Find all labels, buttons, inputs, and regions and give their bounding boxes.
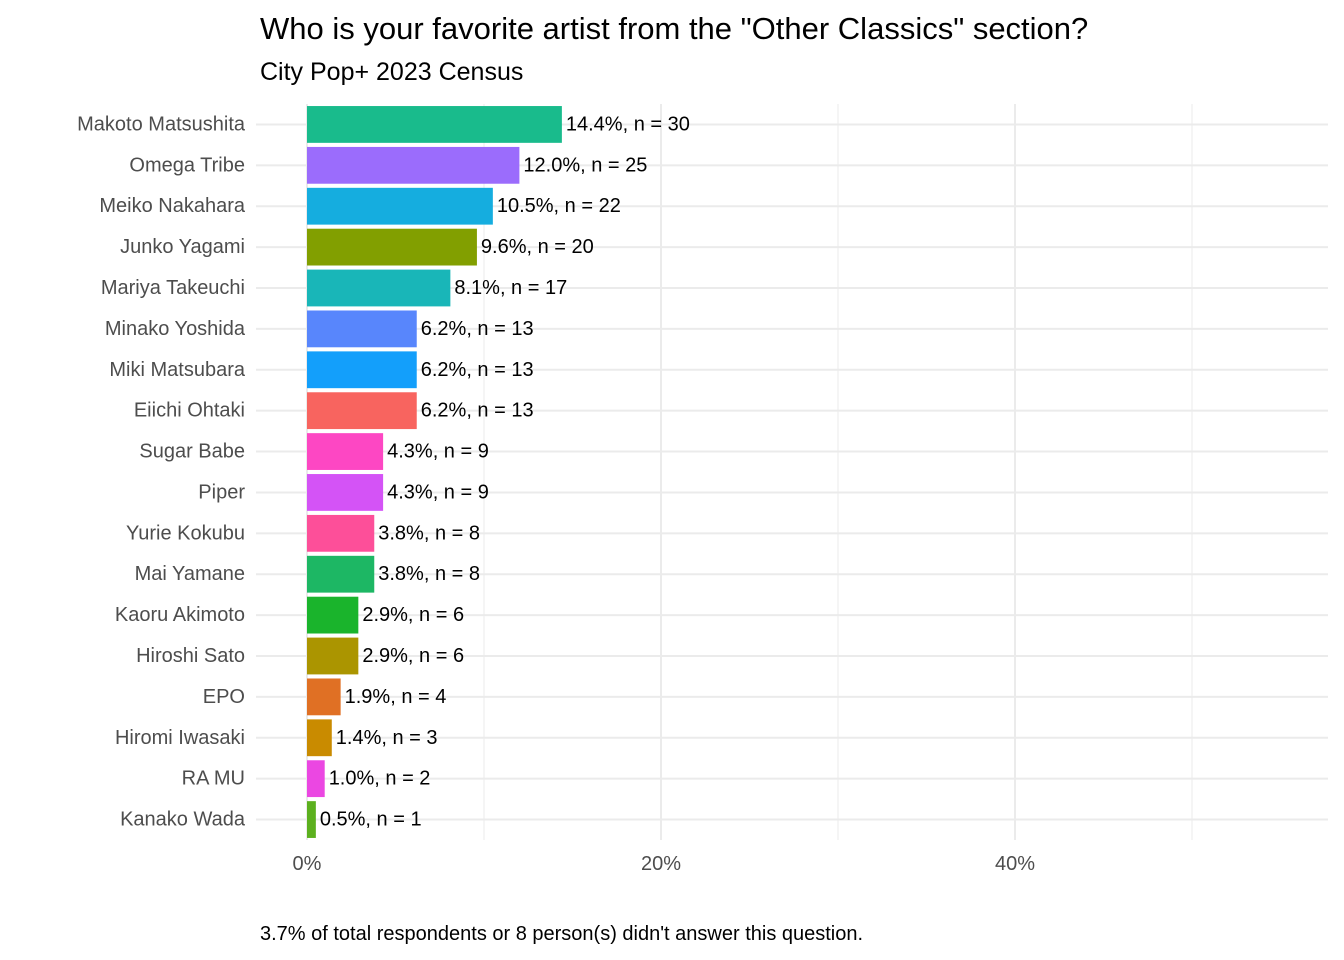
bar <box>307 474 384 511</box>
bar <box>307 187 493 225</box>
category-label: Makoto Matsushita <box>77 113 246 135</box>
bar <box>307 146 520 184</box>
category-label: Piper <box>198 481 245 503</box>
category-label: Hiroshi Sato <box>136 645 245 667</box>
data-label: 4.3%, n = 9 <box>387 441 489 463</box>
bar <box>307 228 477 266</box>
bar <box>307 678 341 716</box>
category-label: Yurie Kokubu <box>126 522 245 544</box>
category-label: Omega Tribe <box>129 154 245 176</box>
bar <box>307 433 384 470</box>
data-label: 2.9%, n = 6 <box>362 604 464 626</box>
bars <box>307 106 562 838</box>
bar <box>307 106 562 143</box>
data-label: 9.6%, n = 20 <box>481 236 594 258</box>
x-tick-label: 20% <box>641 853 681 875</box>
category-label: Kaoru Akimoto <box>115 604 245 626</box>
bar <box>307 310 417 348</box>
data-label: 2.9%, n = 6 <box>362 645 464 667</box>
category-label: Minako Yoshida <box>105 318 246 340</box>
category-label: Kanako Wada <box>120 809 246 831</box>
x-tick-label: 40% <box>995 853 1035 875</box>
data-label: 4.3%, n = 9 <box>387 481 489 503</box>
data-label: 8.1%, n = 17 <box>454 277 567 299</box>
category-label: Eiichi Ohtaki <box>134 400 245 422</box>
category-label: Mariya Takeuchi <box>101 277 245 299</box>
bar <box>307 555 375 593</box>
category-label: EPO <box>203 686 245 708</box>
category-label: Miki Matsubara <box>109 359 245 381</box>
data-label: 1.4%, n = 3 <box>336 727 438 749</box>
category-label: Junko Yagami <box>120 236 245 258</box>
data-label: 0.5%, n = 1 <box>320 809 422 831</box>
chart-title: Who is your favorite artist from the "Ot… <box>260 11 1089 46</box>
bar <box>307 760 325 798</box>
bar <box>307 596 359 634</box>
category-label: Sugar Babe <box>139 441 245 463</box>
x-tick-label: 0% <box>293 853 322 875</box>
bar <box>307 719 332 757</box>
bar <box>307 392 417 430</box>
x-axis-ticks: 0% 20% 40% <box>293 853 1036 875</box>
category-label: Hiromi Iwasaki <box>115 727 245 749</box>
category-label: Meiko Nakahara <box>99 195 246 217</box>
data-label: 12.0%, n = 25 <box>523 154 647 176</box>
data-label: 10.5%, n = 22 <box>497 195 621 217</box>
bar <box>307 801 316 838</box>
data-label: 1.0%, n = 2 <box>329 768 431 790</box>
bar <box>307 514 375 552</box>
data-label: 1.9%, n = 4 <box>345 686 447 708</box>
chart-subtitle: City Pop+ 2023 Census <box>260 58 524 86</box>
data-label: 3.8%, n = 8 <box>378 563 480 585</box>
data-label: 6.2%, n = 13 <box>421 359 534 381</box>
category-label: RA MU <box>182 768 245 790</box>
data-label: 3.8%, n = 8 <box>378 522 480 544</box>
data-label: 6.2%, n = 13 <box>421 400 534 422</box>
category-label: Mai Yamane <box>135 563 245 585</box>
data-label: 6.2%, n = 13 <box>421 318 534 340</box>
category-labels: Makoto Matsushita Omega Tribe Meiko Nakaha… <box>77 113 246 830</box>
bar <box>307 351 417 389</box>
data-labels: 14.4%, n = 30 12.0%, n = 25 10.5%, n = 22 9… <box>320 113 690 830</box>
data-label: 14.4%, n = 30 <box>566 113 690 135</box>
chart-caption: 3.7% of total respondents or 8 person(s)… <box>260 923 864 945</box>
bar <box>307 637 359 675</box>
bar <box>307 269 451 307</box>
